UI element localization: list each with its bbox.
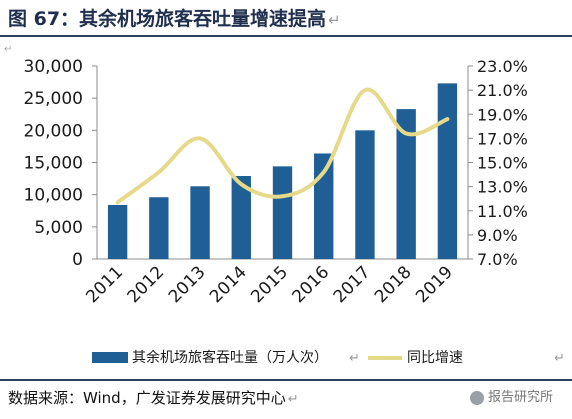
x-tick-label: 2015: [247, 262, 292, 307]
watermark: 报告研究所: [470, 386, 553, 410]
left-tick-label: 20,000: [24, 121, 83, 141]
legend-label-line: 同比增速: [407, 350, 463, 366]
source-text: 数据来源：Wind，广发证券发展研究中心: [8, 389, 286, 407]
x-tick-label: 2012: [124, 262, 169, 307]
right-tick-label: 13.0%: [477, 178, 528, 197]
left-tick-label: 15,000: [24, 154, 83, 174]
left-tick-label: 30,000: [24, 57, 83, 77]
right-tick-label: 17.0%: [477, 129, 528, 148]
x-tick-label: 2014: [206, 262, 251, 307]
source-rule: [0, 379, 572, 381]
right-tick-label: 23.0%: [477, 57, 528, 76]
bar: [272, 166, 293, 259]
watermark-text: 报告研究所: [488, 390, 554, 405]
left-tick-label: 25,000: [24, 89, 83, 109]
return-mark-icon: ↵: [328, 11, 341, 29]
chart-area: 0 5,000 10,000 15,000 20,000 25,000 30,000 7.0%…: [24, 57, 565, 366]
x-tick-label: 2019: [412, 262, 457, 307]
x-tick-label: 2013: [165, 262, 210, 307]
left-tick-label: 0: [72, 250, 83, 270]
legend-label-bar: 其余机场旅客吞吐量（万人次）: [132, 349, 328, 366]
return-mark-icon: ↵: [554, 351, 565, 366]
bar: [231, 176, 251, 259]
x-tick-label: 2017: [330, 262, 375, 307]
return-mark-icon: ↵: [349, 351, 360, 366]
page-title: 图 67：其余机场旅客吞吐量增速提高 ↵: [8, 4, 341, 34]
right-tick-label: 15.0%: [477, 154, 528, 173]
bar: [149, 197, 169, 259]
left-tick-label: 10,000: [24, 186, 83, 206]
x-tick-label: 2018: [371, 262, 416, 307]
x-tick-label: 2016: [289, 262, 334, 307]
bar: [396, 109, 416, 259]
chart-title: 图 67：其余机场旅客吞吐量增速提高: [8, 8, 327, 30]
bar: [355, 130, 375, 259]
legend-swatch-bar: [92, 352, 128, 363]
x-tick-label: 2011: [82, 262, 127, 307]
bar: [107, 204, 128, 259]
right-tick-label: 19.0%: [477, 105, 528, 124]
right-tick-label: 7.0%: [477, 250, 518, 269]
right-tick-label: 11.0%: [477, 202, 528, 221]
left-tick-label: 5,000: [34, 218, 83, 238]
title-rule: [0, 35, 572, 37]
right-tick-label: 21.0%: [477, 81, 528, 100]
return-mark-icon: ↵: [287, 392, 299, 407]
bar: [190, 186, 210, 259]
wechat-icon: [470, 391, 484, 405]
source-note: 数据来源：Wind，广发证券发展研究中心 ↵: [8, 386, 299, 410]
bar: [437, 83, 458, 259]
right-tick-label: 9.0%: [477, 226, 518, 245]
return-mark-icon: ↵: [4, 44, 13, 55]
